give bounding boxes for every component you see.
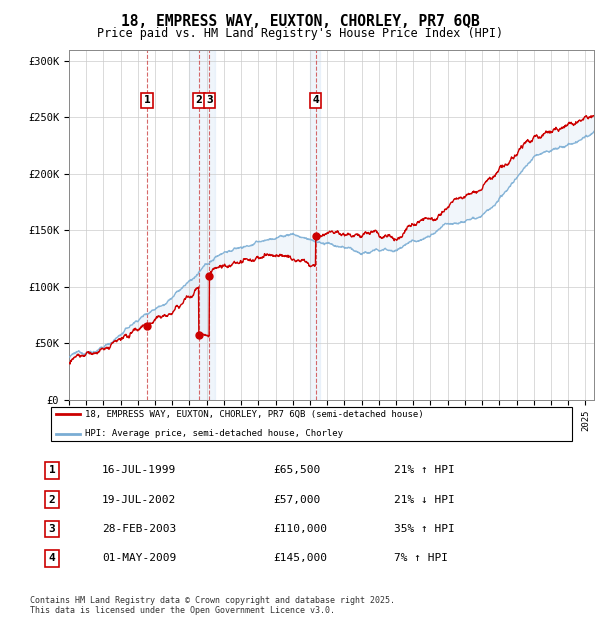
Text: 19-JUL-2002: 19-JUL-2002	[102, 495, 176, 505]
Text: 18, EMPRESS WAY, EUXTON, CHORLEY, PR7 6QB (semi-detached house): 18, EMPRESS WAY, EUXTON, CHORLEY, PR7 6Q…	[85, 410, 424, 419]
Text: 3: 3	[206, 95, 213, 105]
Text: £65,500: £65,500	[273, 466, 320, 476]
Text: 2: 2	[196, 95, 202, 105]
Text: 1: 1	[49, 466, 55, 476]
Text: HPI: Average price, semi-detached house, Chorley: HPI: Average price, semi-detached house,…	[85, 429, 343, 438]
Text: 01-MAY-2009: 01-MAY-2009	[102, 554, 176, 564]
Text: 4: 4	[49, 554, 55, 564]
Text: 3: 3	[49, 524, 55, 534]
Bar	[190, 50, 215, 400]
Text: 4: 4	[312, 95, 319, 105]
Text: 21% ↓ HPI: 21% ↓ HPI	[394, 495, 455, 505]
Text: £57,000: £57,000	[273, 495, 320, 505]
Text: 7% ↑ HPI: 7% ↑ HPI	[394, 554, 448, 564]
Text: 16-JUL-1999: 16-JUL-1999	[102, 466, 176, 476]
Text: 28-FEB-2003: 28-FEB-2003	[102, 524, 176, 534]
FancyBboxPatch shape	[50, 407, 572, 441]
Text: £110,000: £110,000	[273, 524, 327, 534]
Text: Price paid vs. HM Land Registry's House Price Index (HPI): Price paid vs. HM Land Registry's House …	[97, 27, 503, 40]
Bar	[310, 50, 320, 400]
Text: 35% ↑ HPI: 35% ↑ HPI	[394, 524, 455, 534]
Text: Contains HM Land Registry data © Crown copyright and database right 2025.
This d: Contains HM Land Registry data © Crown c…	[30, 596, 395, 615]
Text: £145,000: £145,000	[273, 554, 327, 564]
Text: 18, EMPRESS WAY, EUXTON, CHORLEY, PR7 6QB: 18, EMPRESS WAY, EUXTON, CHORLEY, PR7 6Q…	[121, 14, 479, 29]
Text: 21% ↑ HPI: 21% ↑ HPI	[394, 466, 455, 476]
Text: 2: 2	[49, 495, 55, 505]
Text: 1: 1	[144, 95, 151, 105]
